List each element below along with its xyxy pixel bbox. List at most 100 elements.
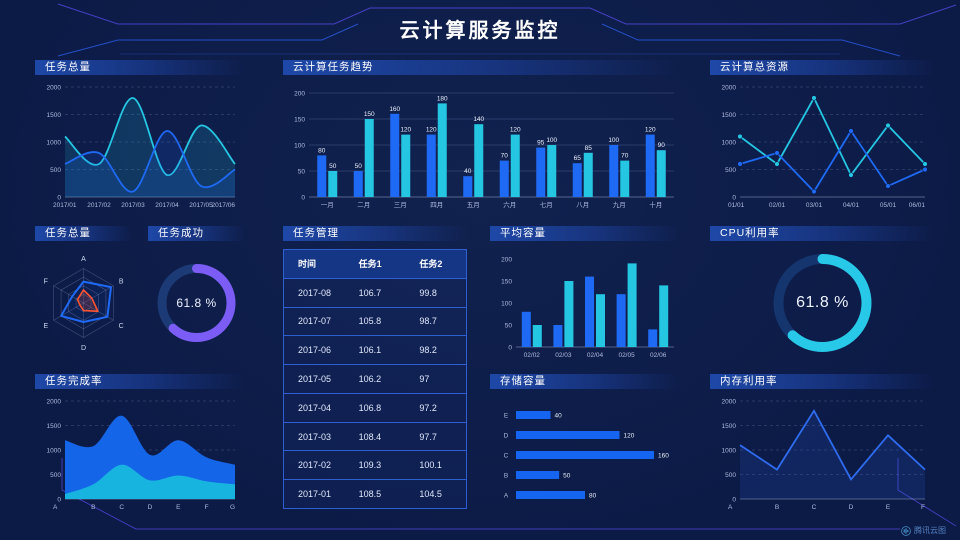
panel-task-table: 任务管理 时间 任务1 任务2 2017-08 106.7 99.8 2017-07 105.… (283, 226, 467, 514)
svg-text:二月: 二月 (357, 201, 370, 209)
svg-text:150: 150 (364, 111, 375, 118)
table-cell: 106.7 (358, 287, 382, 298)
tasks-radar-chart[interactable]: A B C D E F (35, 245, 132, 361)
table-row: 2017-04 106.8 97.2 (284, 392, 466, 422)
svg-text:G: G (230, 504, 235, 511)
svg-text:1500: 1500 (47, 423, 62, 430)
svg-text:500: 500 (725, 472, 736, 479)
table-cell: 2017-03 (298, 431, 332, 442)
svg-text:200: 200 (501, 256, 512, 263)
svg-text:500: 500 (50, 167, 61, 174)
avg-capacity-bar-chart[interactable]: 0 50 100 150 200 02/02 02/03 02/04 02/05 02/06 (490, 245, 680, 361)
svg-text:03/01: 03/01 (806, 202, 823, 209)
svg-text:120: 120 (510, 127, 521, 134)
cpu-donut-chart[interactable]: 61.8 % (710, 245, 935, 361)
svg-text:02/04: 02/04 (587, 352, 604, 359)
panel-title-label: 任务完成率 (45, 375, 103, 387)
svg-text:四月: 四月 (430, 201, 443, 209)
table-cell: 97.2 (419, 402, 437, 413)
svg-text:02/01: 02/01 (769, 202, 786, 209)
svg-text:500: 500 (50, 472, 61, 479)
table-row: 2017-02 109.3 100.1 (284, 450, 466, 479)
table-cell: 2017-04 (298, 402, 332, 413)
panel-tasks-radar: 任务总量 A B C D E F (35, 226, 132, 366)
memory-line-chart[interactable]: 0 500 1000 1500 2000 A B C D E F (710, 393, 935, 513)
table-cell: 任务1 (358, 259, 382, 270)
svg-text:0: 0 (732, 194, 736, 201)
svg-text:C: C (119, 504, 124, 511)
panel-title-tasks-radar: 任务总量 (35, 226, 132, 241)
panel-title-task-success: 任务成功 (148, 226, 245, 241)
panel-tasks-total: 任务总量 0 500 1000 1500 2000 2017/01 2017/02 2017/… (35, 60, 245, 212)
svg-text:1000: 1000 (722, 139, 737, 146)
svg-text:E: E (504, 413, 509, 420)
svg-text:2017/03: 2017/03 (121, 202, 145, 209)
panel-title-label: 平均容量 (500, 227, 546, 239)
svg-text:100: 100 (608, 137, 619, 144)
table-row: 2017-01 108.5 104.5 (284, 479, 466, 508)
panel-completion: 任务完成率 0 500 1000 1500 2000 A B C D E F G (35, 374, 245, 516)
svg-text:2000: 2000 (722, 398, 737, 405)
svg-text:120: 120 (426, 127, 437, 134)
svg-text:120: 120 (624, 433, 635, 440)
svg-text:B: B (91, 504, 95, 511)
total-resources-line-chart[interactable]: 0 500 1000 1500 2000 01/01 02/01 03/01 04/01 05/0… (710, 79, 935, 211)
svg-text:2017/01: 2017/01 (53, 202, 77, 209)
panel-title-completion: 任务完成率 (35, 374, 245, 389)
svg-text:120: 120 (645, 127, 656, 134)
svg-text:0: 0 (732, 496, 736, 503)
panel-title-label: 存储容量 (500, 375, 546, 387)
svg-text:1500: 1500 (722, 112, 737, 119)
storage-hbar-chart[interactable]: E 40 D 120 C 160 B 50 A 80 (490, 393, 680, 513)
completion-area-chart[interactable]: 0 500 1000 1500 2000 A B C D E F G (35, 393, 245, 513)
table-cell: 时间 (298, 259, 317, 270)
svg-text:C: C (812, 504, 817, 511)
svg-text:A: A (504, 493, 509, 500)
panel-title-storage: 存储容量 (490, 374, 680, 389)
watermark-label: 腾讯云图 (914, 526, 946, 535)
panel-title-task-trend: 云计算任务趋势 (283, 60, 680, 75)
svg-text:95: 95 (537, 140, 545, 147)
svg-text:1500: 1500 (47, 112, 62, 119)
svg-text:02/05: 02/05 (618, 352, 635, 359)
panel-avg-capacity: 平均容量 0 50 100 150 200 02/02 02/03 02/04 02/05 02/… (490, 226, 680, 366)
panel-task-success: 任务成功 61.8 % (148, 226, 245, 366)
table-row: 2017-07 105.8 98.7 (284, 306, 466, 336)
svg-text:80: 80 (318, 147, 326, 154)
svg-text:A: A (728, 504, 733, 511)
svg-text:50: 50 (355, 163, 363, 170)
svg-text:02/06: 02/06 (650, 352, 667, 359)
tasks-total-line-chart[interactable]: 0 500 1000 1500 2000 2017/01 2017/02 2017/03 201… (35, 79, 245, 211)
svg-text:05/01: 05/01 (880, 202, 897, 209)
task-success-donut-chart[interactable]: 61.8 % (148, 245, 245, 361)
svg-text:D: D (504, 433, 509, 440)
svg-text:140: 140 (473, 116, 484, 123)
svg-text:八月: 八月 (576, 201, 589, 209)
svg-text:100: 100 (294, 142, 305, 149)
svg-text:E: E (886, 504, 891, 511)
svg-text:02/03: 02/03 (555, 352, 572, 359)
table-cell: 108.4 (358, 431, 382, 442)
table-cell: 108.5 (358, 489, 382, 500)
svg-text:D: D (849, 504, 854, 511)
svg-text:0: 0 (57, 194, 61, 201)
panel-total-resources: 云计算总资源 0 500 1000 1500 2000 01/01 02/01 03/01 04… (710, 60, 935, 212)
svg-text:七月: 七月 (540, 200, 553, 209)
svg-text:04/01: 04/01 (843, 202, 860, 209)
svg-text:一月: 一月 (321, 201, 334, 209)
svg-text:02/02: 02/02 (524, 352, 541, 359)
task-trend-bar-chart[interactable]: 0 50 100 150 200 一月 二月 三月 四月 五月 六月 七月 八月 九月 十月 80 50 160 1… (283, 79, 680, 211)
tencent-cloudvis-logo-icon (901, 525, 911, 536)
svg-text:E: E (176, 504, 181, 511)
svg-text:50: 50 (563, 473, 571, 480)
page-title: 云计算服务监控 (399, 20, 561, 42)
svg-text:1500: 1500 (722, 423, 737, 430)
table-cell: 2017-06 (298, 345, 332, 356)
svg-text:C: C (504, 453, 509, 460)
panel-title-memory: 内存利用率 (710, 374, 935, 389)
svg-text:50: 50 (298, 168, 306, 175)
panel-memory: 内存利用率 0 500 1000 1500 2000 A B C D E F (710, 374, 935, 516)
panel-title-label: 云计算总资源 (720, 61, 789, 73)
svg-text:F: F (44, 278, 48, 285)
table-cell: 99.8 (419, 287, 437, 298)
